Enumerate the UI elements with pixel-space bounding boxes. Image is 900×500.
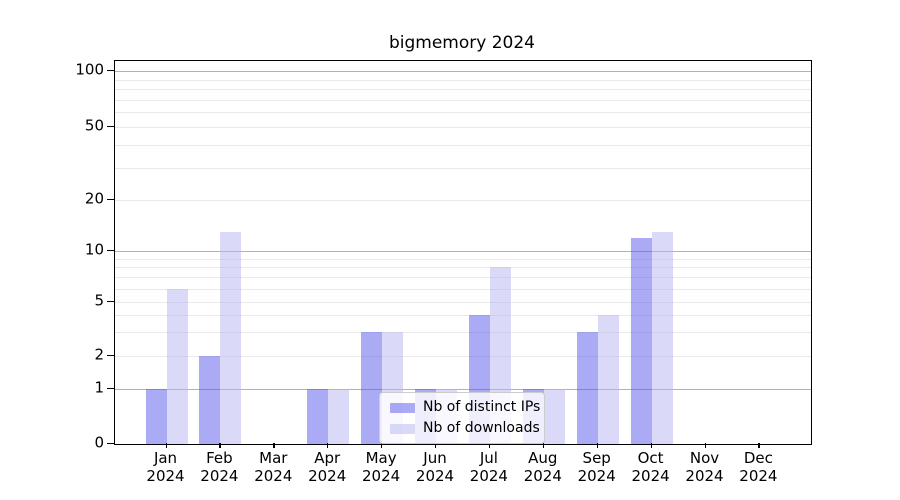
x-tick-label-dec: Dec 2024: [739, 449, 778, 485]
major-gridline: [115, 251, 811, 252]
x-tick-label-nov: Nov 2024: [685, 449, 724, 485]
bar-nb-of-downloads-aug: [543, 389, 565, 444]
x-tick-mark: [650, 443, 652, 448]
x-tick-mark: [758, 443, 760, 448]
x-tick-mark: [542, 443, 545, 448]
minor-gridline: [115, 127, 811, 128]
y-tick-label-1: 1: [94, 378, 104, 397]
minor-gridline: [115, 356, 811, 357]
x-tick-mark: [704, 443, 706, 448]
bar-nb-of-distinct-ips-may: [361, 332, 383, 444]
y-tick-label-10: 10: [84, 240, 104, 259]
minor-gridline: [115, 144, 811, 146]
x-tick-label-may: May 2024: [362, 449, 401, 485]
y-tick-label-20: 20: [84, 189, 104, 208]
minor-gridline: [115, 112, 811, 114]
x-tick-mark: [327, 443, 329, 448]
x-tick-mark: [219, 443, 221, 448]
minor-gridline: [115, 302, 811, 303]
minor-gridline: [115, 167, 811, 169]
legend-label: Nb of distinct IPs: [423, 399, 541, 415]
legend: Nb of distinct IPs Nb of downloads: [379, 392, 545, 444]
minor-gridline: [115, 267, 811, 269]
y-tick-mark: [107, 387, 114, 389]
chart-title: bigmemory 2024: [388, 33, 535, 53]
x-tick-label-apr: Apr 2024: [308, 449, 347, 485]
x-tick-label-jan: Jan 2024: [146, 449, 185, 485]
legend-row: Nb of downloads: [390, 421, 540, 436]
minor-gridline: [115, 79, 811, 81]
bar-nb-of-downloads-jan: [166, 288, 188, 444]
x-tick-mark: [273, 443, 275, 448]
legend-label: Nb of downloads: [423, 420, 540, 436]
x-tick-mark: [381, 443, 383, 448]
x-tick-label-mar: Mar 2024: [254, 449, 293, 485]
y-tick-mark: [107, 300, 114, 302]
y-tick-mark: [107, 125, 114, 127]
bar-nb-of-distinct-ips-feb: [199, 356, 221, 444]
y-tick-mark: [107, 69, 114, 71]
x-tick-label-feb: Feb 2024: [200, 449, 239, 485]
x-tick-mark: [596, 443, 598, 448]
minor-gridline: [115, 288, 811, 290]
y-tick-mark: [107, 354, 114, 356]
minor-gridline: [115, 200, 811, 201]
legend-row: Nb of distinct IPs: [390, 400, 540, 415]
bar-nb-of-distinct-ips-jan: [145, 389, 167, 444]
legend-swatch-nb-of-downloads: [390, 423, 415, 434]
x-tick-label-oct: Oct 2024: [631, 449, 670, 485]
major-gridline: [115, 71, 811, 72]
minor-gridline: [115, 99, 811, 101]
y-tick-label-100: 100: [75, 60, 104, 79]
y-tick-mark: [107, 249, 114, 251]
bar-nb-of-downloads-sep: [597, 315, 619, 444]
bar-nb-of-downloads-apr: [328, 389, 350, 444]
y-tick-label-2: 2: [94, 345, 104, 364]
minor-gridline: [115, 277, 811, 279]
x-tick-label-sep: Sep 2024: [577, 449, 616, 485]
minor-gridline: [115, 332, 811, 334]
y-tick-label-5: 5: [94, 291, 104, 310]
y-tick-label-50: 50: [84, 116, 104, 135]
x-tick-label-jul: Jul 2024: [469, 449, 508, 485]
y-tick-label-0: 0: [94, 433, 104, 452]
x-tick-label-jun: Jun 2024: [415, 449, 455, 485]
minor-gridline: [115, 89, 811, 91]
bar-nb-of-distinct-ips-apr: [307, 389, 329, 444]
bar-nb-of-distinct-ips-oct: [630, 237, 652, 444]
x-tick-mark: [488, 443, 491, 448]
x-tick-mark: [435, 443, 437, 448]
x-tick-label-aug: Aug 2024: [523, 449, 562, 485]
legend-swatch-nb-of-distinct-ips: [390, 402, 415, 413]
x-tick-mark: [165, 443, 167, 448]
bar-nb-of-downloads-oct: [651, 231, 673, 444]
major-gridline: [115, 389, 811, 390]
bar-nb-of-downloads-feb: [220, 231, 242, 444]
y-tick-mark: [107, 442, 114, 444]
minor-gridline: [115, 315, 811, 317]
y-tick-mark: [107, 198, 114, 200]
minor-gridline: [115, 258, 811, 260]
plot-area: [114, 60, 812, 445]
bar-nb-of-distinct-ips-sep: [576, 332, 598, 444]
